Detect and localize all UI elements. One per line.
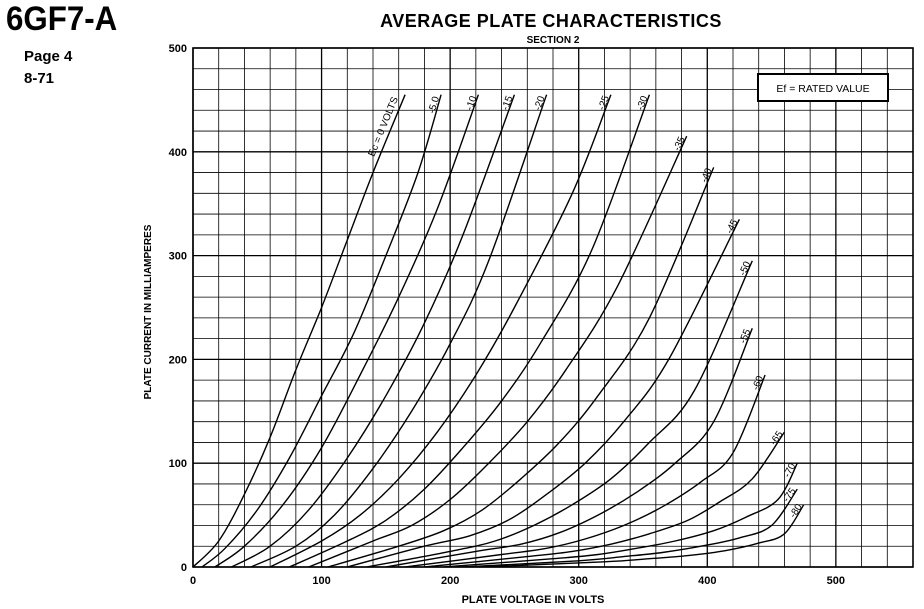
chart-subtitle: SECTION 2 [527,35,580,46]
y-tick-label: 500 [169,43,187,55]
characteristic-curve [482,504,805,567]
characteristic-curve [289,94,651,567]
y-tick-label: 0 [181,562,187,574]
y-tick-label: 200 [169,354,187,366]
y-tick-label: 400 [169,147,187,159]
characteristic-curve [214,94,480,567]
characteristic-curve [424,431,785,567]
curve-label: -15 [500,94,515,112]
y-axis-label: PLATE CURRENT IN MILLIAMPERES [143,224,154,399]
curve-label: -75 [781,486,799,505]
chart-title: AVERAGE PLATE CHARACTERISTICS [380,11,722,31]
characteristic-curve [201,94,442,567]
curve-label: -55 [738,327,754,345]
characteristic-curve [231,94,516,567]
x-tick-label: 500 [827,575,845,587]
characteristic-curve [366,260,753,567]
curve-label: -20 [533,94,548,112]
x-tick-label: 200 [441,575,459,587]
characteristic-curve [269,94,612,567]
rated-value-label: Ef = RATED VALUE [776,83,869,95]
revision-date: 8-71 [24,70,55,87]
tube-type-title: 6GF7-A [6,0,118,38]
characteristic-curve [443,462,798,567]
x-tick-label: 300 [570,575,588,587]
curve-label: -30 [635,94,651,112]
page-number: Page 4 [24,48,73,65]
plot-frame [192,47,914,568]
y-tick-label: 100 [169,458,187,470]
characteristic-curve [308,135,688,567]
curve-label: -5.0 [427,95,443,115]
characteristic-curve [347,218,741,567]
curve-label: -60 [750,374,766,392]
characteristic-curve [193,94,406,567]
characteristic-curve [462,488,798,567]
y-tick-label: 300 [169,251,187,263]
x-axis-label: PLATE VOLTAGE IN VOLTS [462,594,605,606]
curve-label: -25 [596,94,612,112]
x-tick-label: 400 [698,575,716,587]
curve-label: -10 [464,94,479,112]
rated-value-box [757,73,889,102]
characteristic-curve [327,167,715,567]
curve-label: Ec = 0 VOLTS [367,95,401,158]
curve-label: -40 [699,166,715,184]
curve-label: -65 [768,429,786,448]
characteristic-curve [250,94,548,567]
characteristic-curve [385,328,753,567]
characteristic-curve [405,374,766,567]
x-tick-label: 100 [312,575,330,587]
x-tick-label: 0 [190,575,196,587]
